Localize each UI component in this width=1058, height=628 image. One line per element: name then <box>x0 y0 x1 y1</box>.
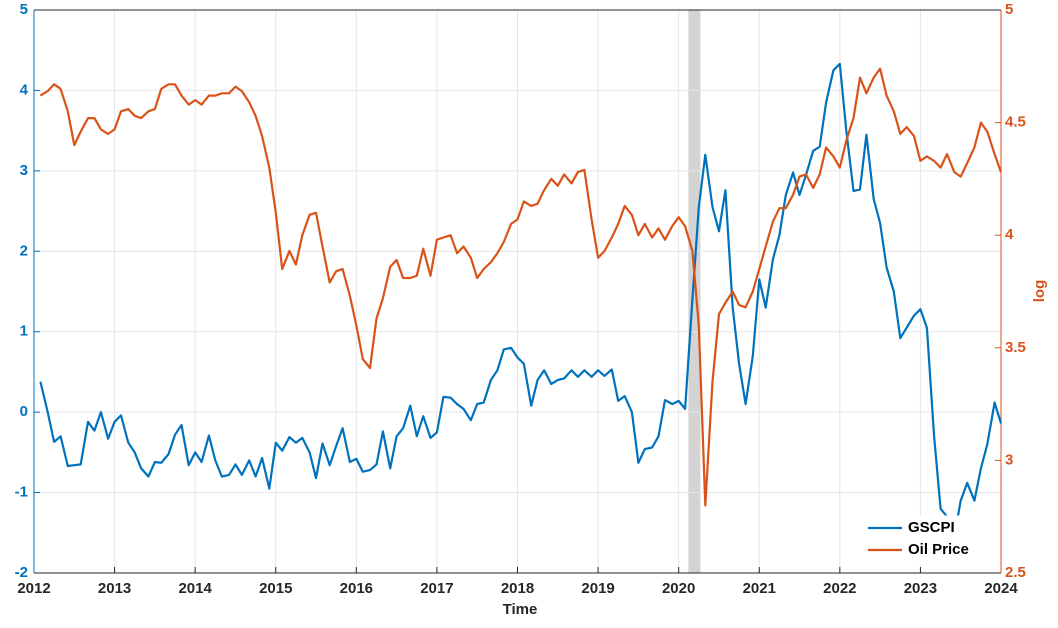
y-tick-label: -1 <box>15 484 28 501</box>
legend-label: GSCPI <box>908 519 955 536</box>
y-tick-label: -2 <box>15 564 28 581</box>
y-tick-label: 3 <box>20 162 28 179</box>
x-tick-label: 2022 <box>823 580 856 597</box>
legend-label: Oil Price <box>908 541 969 558</box>
y-tick-label: 0 <box>20 403 28 420</box>
x-tick-label: 2020 <box>662 580 695 597</box>
x-tick-label: 2014 <box>178 580 212 597</box>
x-tick-label: 2019 <box>581 580 614 597</box>
x-tick-label: 2023 <box>904 580 937 597</box>
x-tick-label: 2017 <box>420 580 453 597</box>
y-tick-label: 4 <box>20 81 29 98</box>
y2-tick-label: 3.5 <box>1005 339 1026 356</box>
y2-tick-label: 4.5 <box>1005 114 1026 131</box>
legend-box <box>861 515 995 565</box>
y-tick-label: 2 <box>20 242 28 259</box>
shaded-region <box>688 10 701 573</box>
x-tick-label: 2024 <box>984 580 1018 597</box>
y2-tick-label: 4 <box>1005 226 1014 243</box>
x-tick-label: 2015 <box>259 580 292 597</box>
x-tick-label: 2013 <box>98 580 131 597</box>
data-line <box>39 67 1003 507</box>
data-line <box>39 62 1003 538</box>
x-tick-label: 2012 <box>17 580 50 597</box>
y-tick-label: 1 <box>20 323 28 340</box>
y2-tick-label: 5 <box>1005 1 1013 18</box>
x-tick-label: 2021 <box>743 580 776 597</box>
y2-axis-label: log <box>1031 280 1048 303</box>
x-tick-label: 2018 <box>501 580 534 597</box>
x-tick-label: 2016 <box>340 580 373 597</box>
y2-tick-label: 2.5 <box>1005 564 1026 581</box>
y-tick-label: 5 <box>20 1 28 18</box>
y2-tick-label: 3 <box>1005 451 1013 468</box>
x-axis-label: Time <box>503 601 538 618</box>
